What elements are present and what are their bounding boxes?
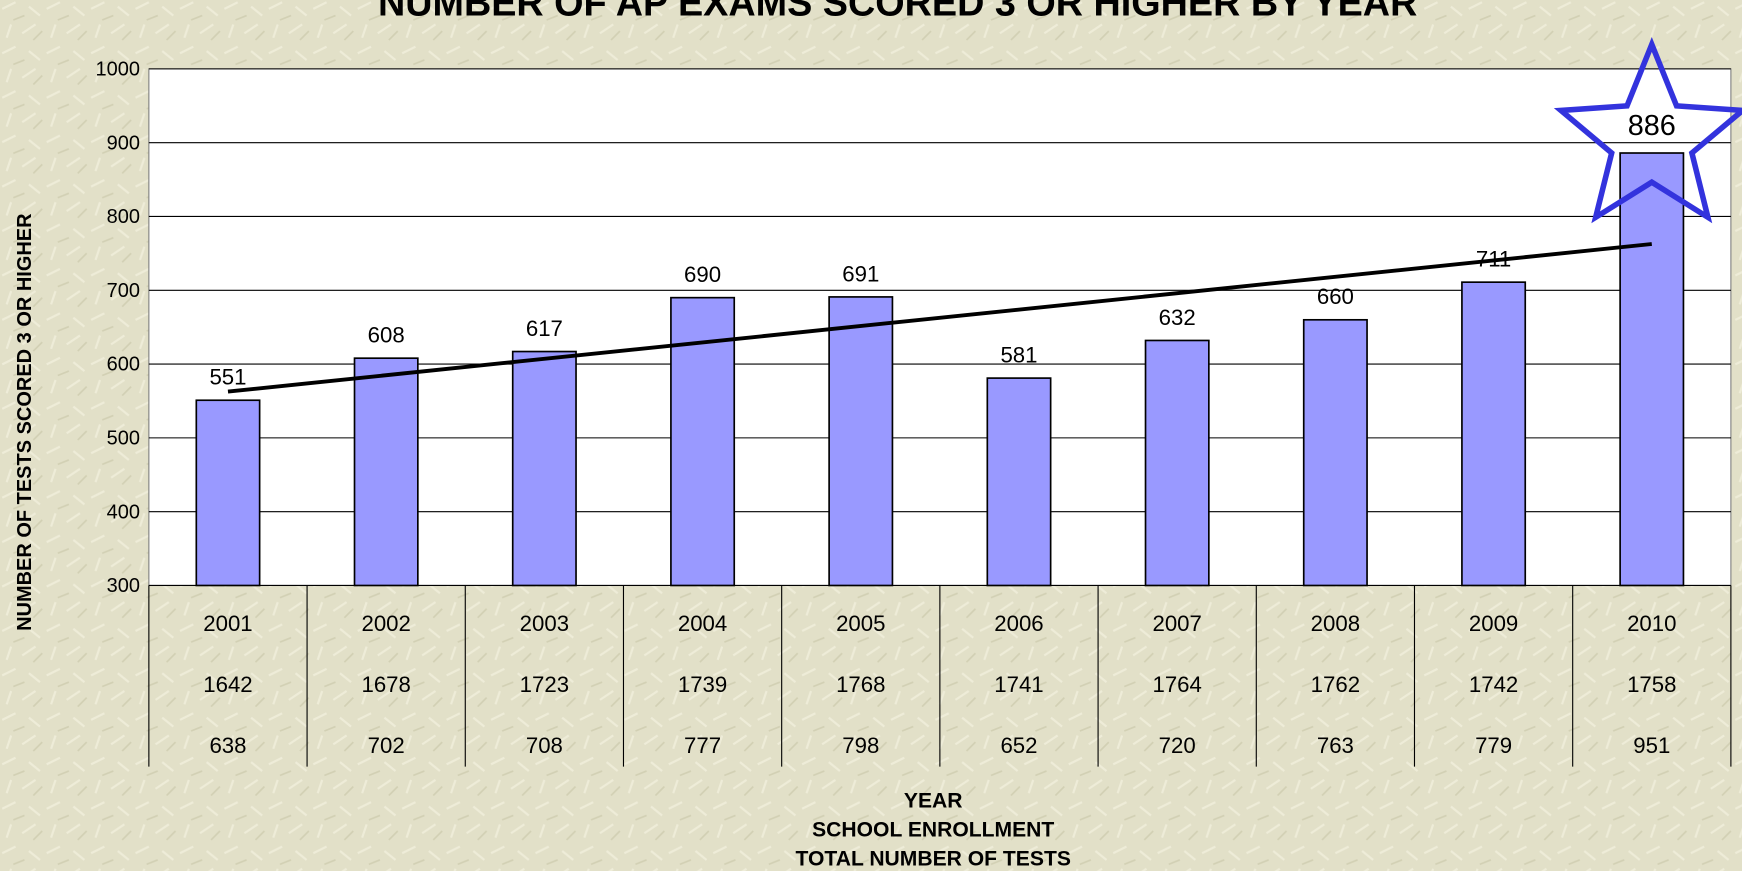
table-cell: 638 xyxy=(209,733,246,758)
y-tick-label: 1000 xyxy=(96,59,140,81)
table-cell: 652 xyxy=(1000,733,1037,758)
data-label: 690 xyxy=(684,262,721,287)
bar xyxy=(1144,339,1210,587)
x-axis-label: YEAR xyxy=(904,790,963,813)
x-axis-label: SCHOOL ENROLLMENT xyxy=(812,819,1054,842)
table-cell: 1678 xyxy=(361,672,410,697)
bar xyxy=(511,350,577,587)
table-cell: 951 xyxy=(1633,733,1670,758)
data-label: 608 xyxy=(368,323,405,348)
data-label: 886 xyxy=(1628,110,1676,142)
star-highlight xyxy=(1553,37,1742,224)
y-tick-label: 800 xyxy=(107,206,140,228)
y-axis-label: NUMBER OF TESTS SCORED 3 OR HIGHER xyxy=(14,213,36,631)
bar xyxy=(1619,152,1685,587)
bar xyxy=(986,377,1052,587)
x-tick-label: 2003 xyxy=(520,611,569,636)
bar xyxy=(195,399,261,587)
table-cell: 1768 xyxy=(836,672,885,697)
table-cell: 1739 xyxy=(678,672,727,697)
bar xyxy=(1302,318,1368,587)
table-cell: 1758 xyxy=(1627,672,1676,697)
x-tick-label: 2007 xyxy=(1152,611,1201,636)
table-cell: 720 xyxy=(1159,733,1196,758)
x-tick-label: 2008 xyxy=(1311,611,1360,636)
y-tick-label: 600 xyxy=(107,354,140,376)
table-cell: 777 xyxy=(684,733,721,758)
x-tick-label: 2002 xyxy=(361,611,410,636)
chart-title: NUMBER OF AP EXAMS SCORED 3 OR HIGHER BY… xyxy=(378,0,1417,25)
x-tick-label: 2001 xyxy=(203,611,252,636)
trendline xyxy=(227,242,1652,394)
table-cell: 1762 xyxy=(1311,672,1360,697)
table-cell: 1642 xyxy=(203,672,252,697)
bar xyxy=(1461,281,1527,587)
table-cell: 1741 xyxy=(994,672,1043,697)
data-label: 691 xyxy=(842,261,879,286)
y-tick-label: 300 xyxy=(107,575,140,597)
bar xyxy=(353,357,419,587)
y-tick-label: 700 xyxy=(107,280,140,302)
table-cell: 798 xyxy=(842,733,879,758)
y-tick-label: 400 xyxy=(107,501,140,523)
x-tick-label: 2006 xyxy=(994,611,1043,636)
data-label: 581 xyxy=(1000,343,1037,368)
x-tick-label: 2009 xyxy=(1469,611,1518,636)
bar xyxy=(828,296,894,587)
table-cell: 1742 xyxy=(1469,672,1518,697)
table-cell: 702 xyxy=(368,733,405,758)
data-label: 711 xyxy=(1476,247,1511,272)
y-tick-label: 900 xyxy=(107,132,140,154)
x-axis-label: TOTAL NUMBER OF TESTS xyxy=(796,847,1071,870)
chart-layer: 300 400 500 600 700 800 900 1000 2001 1642 638 2002… xyxy=(96,37,1742,870)
x-tick-label: 2005 xyxy=(836,611,885,636)
y-tick-label: 500 xyxy=(107,428,140,450)
table-cell: 1723 xyxy=(520,672,569,697)
x-tick-label: 2004 xyxy=(678,611,727,636)
table-cell: 763 xyxy=(1317,733,1354,758)
data-label: 551 xyxy=(209,365,246,390)
table-cell: 1764 xyxy=(1152,672,1201,697)
x-tick-label: 2010 xyxy=(1627,611,1676,636)
data-label: 617 xyxy=(526,316,563,341)
data-label: 632 xyxy=(1159,305,1196,330)
data-label: 660 xyxy=(1317,284,1354,309)
table-cell: 708 xyxy=(526,733,563,758)
table-cell: 779 xyxy=(1475,733,1512,758)
